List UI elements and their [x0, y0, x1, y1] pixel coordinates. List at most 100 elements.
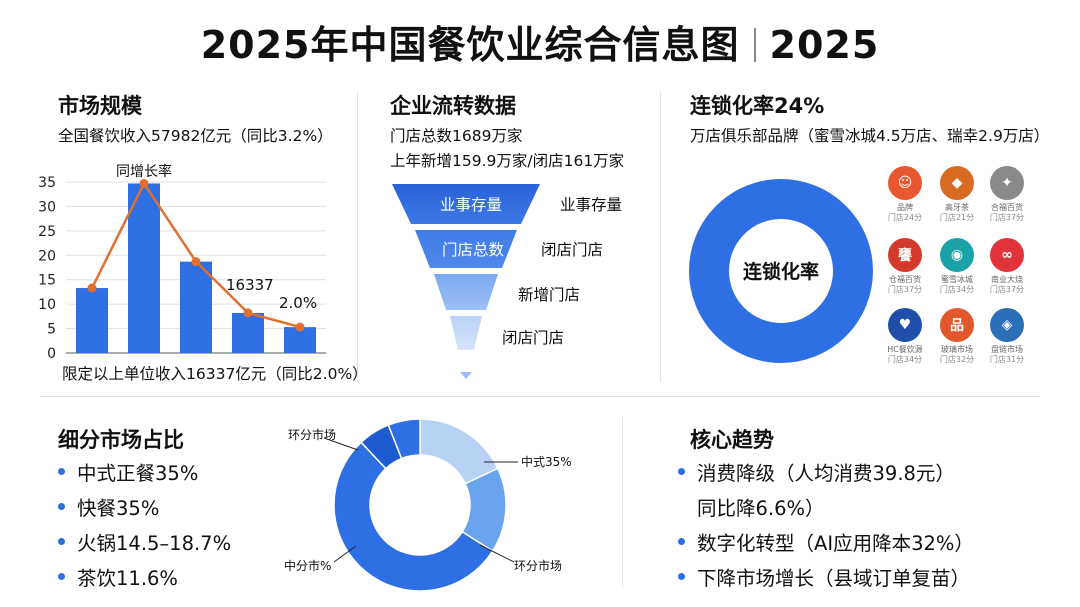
brand-stat: 门店34分: [939, 285, 975, 294]
brand-tile: 饔仓福百货 门店37分: [876, 238, 934, 295]
brand-stat: 门店37分: [887, 285, 923, 294]
brand-tile: ◆ 高牙茶 门店21分: [928, 166, 986, 223]
heart-logo-icon: ∞: [990, 238, 1024, 272]
chain-rate-ring: 连锁化率: [689, 179, 873, 363]
brand-name: 玻璃市场: [941, 345, 973, 354]
brand-name: 仓福百货: [889, 275, 921, 284]
line-point-3: [191, 257, 201, 267]
y-tick-label: 5: [47, 322, 56, 338]
enterprise-store-total: 门店总数1689万家: [390, 127, 523, 145]
brand-tile: ♥ HC餐饮源 门店34分: [876, 308, 934, 365]
chain-rate-heading: 连锁化率24%: [690, 94, 825, 118]
divider-vertical-3: [622, 418, 623, 588]
value-label-16337: 16337: [226, 276, 274, 294]
chain-ring-center-label: 连锁化率: [743, 260, 819, 283]
donut-label-2: 中式35%: [521, 454, 572, 469]
brand-stat: 门店37分: [989, 285, 1025, 294]
noodle-logo-icon: 饔: [888, 238, 922, 272]
person-logo-icon: ☺: [888, 166, 922, 200]
page-title: 2025年中国餐饮业综合信息图 2025: [200, 23, 880, 67]
funnel-tier-3: [434, 274, 498, 310]
tea-logo-icon: ◆: [940, 166, 974, 200]
brand-stat: 门店34分: [887, 355, 923, 364]
y-tick-label: 15: [38, 273, 56, 289]
donut-slice-3: [333, 441, 494, 592]
bullet-dot-icon: [58, 538, 65, 545]
shield-logo-icon: ♥: [888, 308, 922, 342]
brand-tile: ☺ 品牌 门店24分: [876, 166, 934, 223]
bullet-dot-icon: [678, 468, 685, 475]
bar-1: [76, 288, 108, 353]
y-tick-label: 25: [38, 224, 56, 240]
bullet-dot-icon: [58, 503, 65, 510]
y-tick-label: 20: [38, 248, 56, 264]
brand-tile: ◉ 蜜雪冰城 门店34分: [928, 238, 986, 295]
segment-item: 快餐35%: [58, 492, 159, 521]
y-tick-label: 10: [38, 297, 56, 313]
funnel-side-label-1: 业事存量: [560, 196, 623, 214]
funnel-tier-4: [450, 316, 482, 350]
donut-leader-line: [333, 545, 357, 563]
donut-label-4: 中分市%: [284, 558, 331, 573]
chain-ring-arc: [689, 179, 873, 363]
value-label-2pct: 2.0%: [279, 294, 317, 312]
bar-2: [128, 183, 160, 353]
growth-rate-label: 同增长率: [116, 163, 172, 180]
snow-logo-icon: ◉: [940, 238, 974, 272]
segment-item: 中式正餐35%: [58, 457, 198, 486]
brand-name: HC餐饮源: [887, 345, 923, 354]
chain-rate-subtitle: 万店俱乐部品牌（蜜雪冰城4.5万店、瑞幸2.9万店）: [690, 127, 1050, 145]
bar-3: [180, 261, 212, 353]
trend-item-continued: 同比降6.6%）: [697, 497, 825, 520]
enterprise-new-closed: 上年新增159.9万家/闭店161万家: [390, 152, 625, 170]
brand-tile: ◈ 盘链市场 门店31分: [978, 308, 1036, 365]
diamond-logo-icon: ◈: [990, 308, 1024, 342]
bullet-dot-icon: [678, 538, 685, 545]
funnel-side-label-3: 新增门店: [518, 286, 581, 304]
donut-label-1: 环分市场: [288, 427, 336, 442]
market-scale-subtitle: 全国餐饮收入57982亿元（同比3.2%）: [58, 127, 333, 145]
trend-item: 数字化转型（AI应用降本32%）: [678, 527, 974, 556]
donut-label-3: 环分市场: [514, 558, 562, 573]
y-tick-label: 0: [47, 346, 56, 362]
funnel-side-label-4: 闭店门店: [502, 329, 565, 347]
brand-tile: ∞ 南业大烧 门店37分: [978, 238, 1036, 295]
brand-name: 盘链市场: [991, 345, 1023, 354]
market-scale-heading: 市场规模: [58, 94, 142, 118]
brand-tile: 品玻璃市场 门店32分: [928, 308, 986, 365]
funnel-tier-1-label: 业事存量: [440, 196, 503, 214]
funnel-diagram: [392, 184, 540, 379]
brand-stat: 门店24分: [887, 213, 923, 222]
brand-name: 南业大烧: [991, 275, 1023, 284]
divider-horizontal: [40, 396, 1040, 397]
bullet-dot-icon: [58, 468, 65, 475]
enterprise-heading: 企业流转数据: [390, 94, 516, 118]
segments-donut-chart: 环分市场 中式35% 环分市场 中分市%: [284, 418, 572, 592]
brand-name: 合福百货: [991, 203, 1023, 212]
bar-4: [232, 312, 264, 353]
funnel-arrow-icon: [460, 372, 472, 379]
segment-item: 茶饮11.6%: [58, 562, 178, 591]
bee-logo-icon: ✦: [990, 166, 1024, 200]
bullet-dot-icon: [58, 573, 65, 580]
trend-item: 消费降级（人均消费39.8元）: [678, 457, 955, 486]
brand-stat: 门店31分: [989, 355, 1025, 364]
donut-leader-line: [479, 544, 515, 563]
brand-name: 高牙茶: [945, 203, 969, 212]
line-point-2: [139, 178, 149, 188]
trend-item: 下降市场增长（县域订单复苗）: [678, 562, 970, 591]
donut-slice-5: [387, 418, 421, 460]
funnel-tier-1: [392, 184, 540, 224]
bar-chart: 0 5 10 15 20 25 30 35 同增长率 16337 2.0%: [38, 163, 326, 362]
market-scale-footnote: 限定以上单位收入16337亿元（同比2.0%）: [62, 365, 368, 383]
segments-heading: 细分市场占比: [58, 428, 184, 452]
funnel-tier-2: [415, 230, 517, 268]
brand-stat: 门店32分: [939, 355, 975, 364]
funnel-tier-2-label: 门店总数: [442, 241, 505, 259]
line-point-1: [87, 283, 97, 293]
title-separator: [753, 28, 756, 62]
line-point-5: [295, 322, 305, 332]
funnel-side-label-2: 闭店门店: [541, 241, 604, 259]
trends-heading: 核心趋势: [690, 428, 774, 452]
grid-logo-icon: 品: [940, 308, 974, 342]
